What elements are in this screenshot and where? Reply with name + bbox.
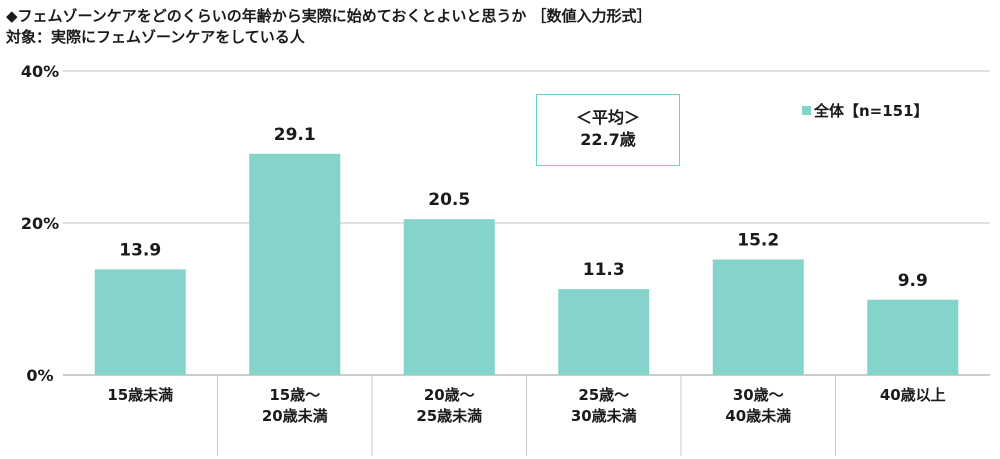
x-tick-label: 25歳未満 [416,407,482,425]
y-tick-label: 40% [21,62,59,81]
x-tick-label: 20歳～ [424,386,475,404]
legend: 全体【n=151】 [802,100,929,121]
bar [712,259,804,375]
bar [403,219,495,375]
average-box: ＜平均＞ 22.7歳 [536,94,680,166]
x-tick-label: 20歳未満 [262,407,328,425]
bar [867,299,959,375]
x-tick-label: 40歳未満 [725,407,791,425]
average-value: 22.7歳 [580,130,636,149]
chart-title: ◆フェムゾーンケアをどのくらいの年齢から実際に始めておくとよいと思うか ［数値入… [6,7,652,25]
data-label: 15.2 [737,230,779,250]
x-tick-label: 15歳～ [269,386,320,404]
legend-swatch [802,106,811,115]
chart-subtitle: 対象：実際にフェムゾーンケアをしている人 [6,28,305,46]
average-label: ＜平均＞ [575,108,640,127]
data-label: 11.3 [583,260,625,280]
x-tick-label: 40歳以上 [880,386,946,404]
bar [558,289,650,375]
data-label: 20.5 [428,190,470,210]
data-label: 29.1 [274,125,316,145]
x-tick-label: 15歳未満 [107,386,173,404]
data-label: 9.9 [898,271,928,291]
x-tick-label: 25歳～ [578,386,629,404]
legend-label: 全体【n=151】 [814,102,929,120]
y-tick-label: 0% [26,366,53,385]
x-tick-label: 30歳～ [733,386,784,404]
y-tick-label: 20% [21,214,59,233]
bar [249,153,341,375]
x-tick-label: 30歳未満 [571,407,637,425]
bar [94,269,186,375]
data-label: 13.9 [119,240,161,260]
